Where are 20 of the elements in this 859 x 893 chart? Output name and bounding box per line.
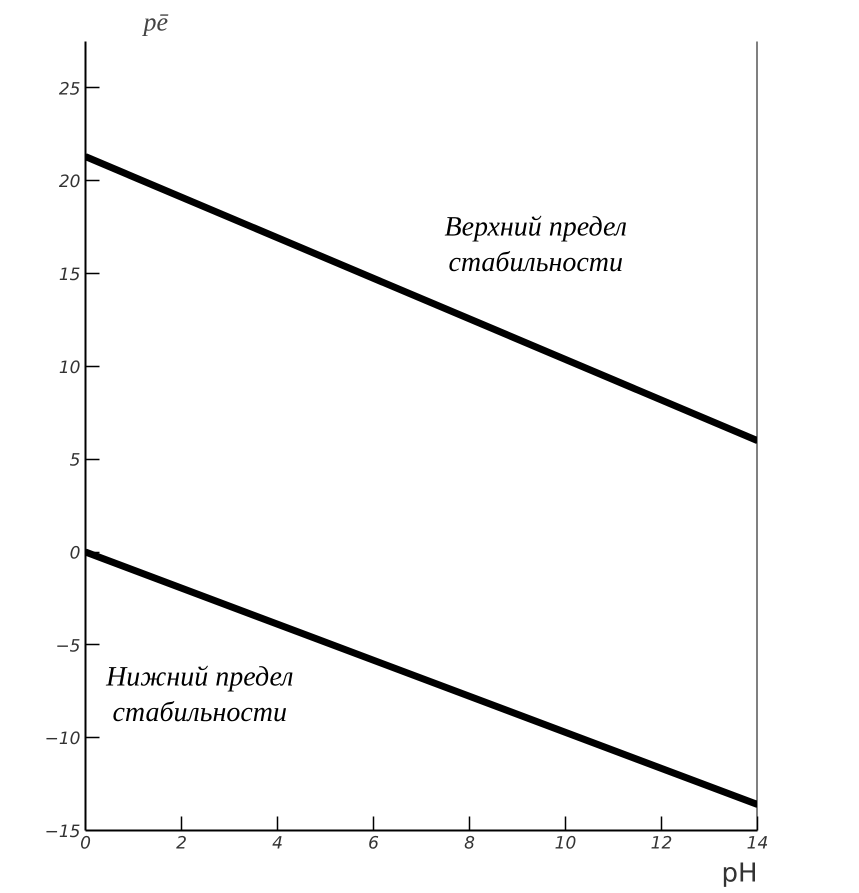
x-tick-label: 2 (176, 834, 187, 854)
annotation: Верхний предел стабильности (444, 212, 627, 278)
x-tick-label: 4 (272, 834, 283, 854)
y-tick-label: 0 (70, 544, 81, 564)
y-tick-label: 10 (58, 358, 81, 378)
y-tick-label: −10 (44, 729, 81, 750)
x-axis-title: pH (721, 858, 758, 888)
y-axis-title: pē (142, 8, 168, 36)
y-tick-label: 15 (58, 265, 81, 286)
y-tick-label: −5 (55, 636, 80, 656)
y-tick-label: 25 (58, 79, 81, 100)
y-tick-label: 5 (70, 450, 81, 471)
x-tick-label: 6 (368, 834, 380, 854)
x-tick-label: 10 (554, 834, 576, 854)
y-tick-label: −15 (44, 822, 81, 842)
y-tick-label: 20 (58, 172, 81, 192)
x-tick-label: 8 (464, 834, 476, 854)
x-tick-label: 14 (746, 834, 768, 854)
annotation: Нижний предел стабильности (105, 661, 294, 728)
x-tick-label: 12 (650, 834, 672, 854)
